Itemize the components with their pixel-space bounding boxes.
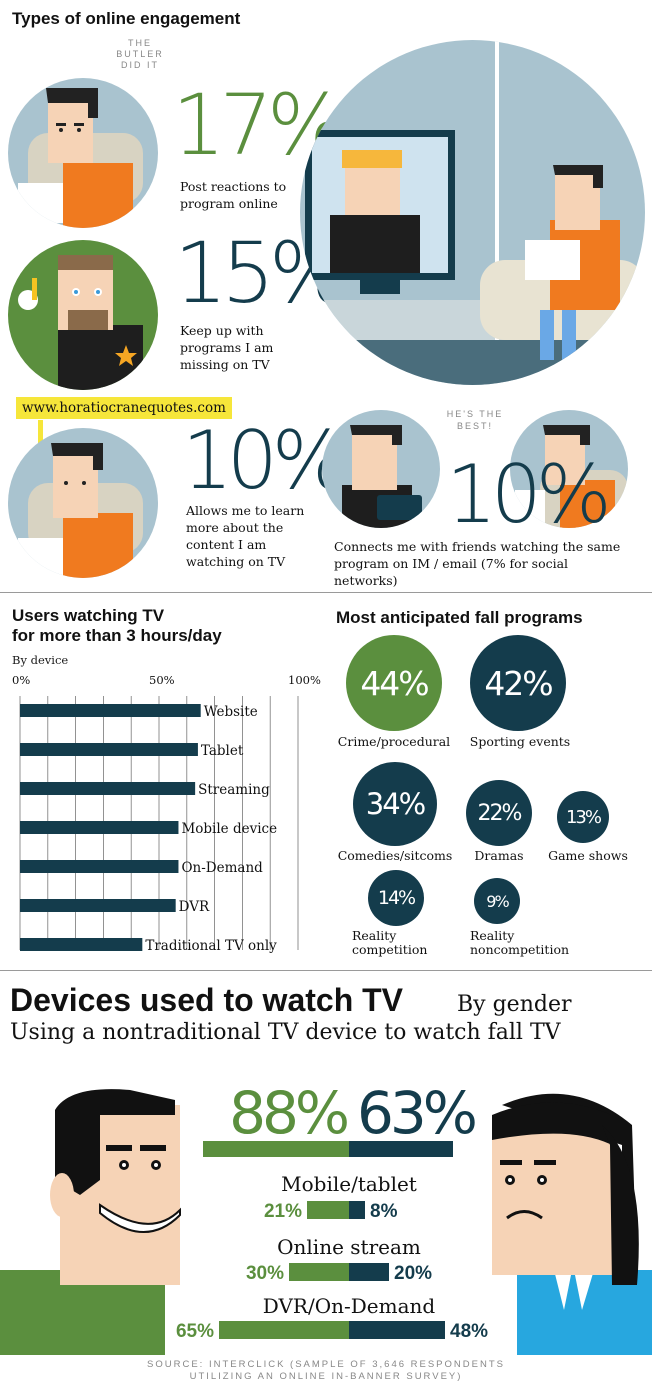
- divider-2: [0, 970, 652, 971]
- female-pct: 48%: [450, 1321, 488, 1342]
- device-bar-label: Tablet: [201, 743, 244, 759]
- users-chart-title-line2: for more than 3 hours/day: [12, 626, 222, 645]
- female-pct: 8%: [370, 1201, 398, 1222]
- gender-row-label: Mobile/tablet: [281, 1172, 417, 1196]
- program-label: Sporting events: [469, 734, 571, 749]
- program-label: Dramas: [474, 848, 524, 863]
- man-illustration: [0, 1089, 181, 1355]
- engagement-pct-4: 10%: [446, 448, 612, 541]
- device-bar-label: On-Demand: [181, 860, 263, 876]
- program-bubble: 44%: [346, 635, 442, 731]
- person-watching-illustration: [8, 78, 158, 228]
- speech-butler: THE BUTLER DID IT: [116, 38, 164, 70]
- engagement-label-4: Connects me with friends watching the sa…: [334, 539, 621, 588]
- device-bar-chart: 0% 50% 100% Website Tablet Streaming Mobile de…: [12, 673, 321, 954]
- living-room-illustration: [300, 40, 645, 385]
- users-chart-title-line1: Users watching TV: [12, 606, 165, 625]
- device-bar: [20, 938, 143, 951]
- device-bar: [20, 821, 179, 834]
- users-chart-title: Users watching TV for more than 3 hours/…: [12, 606, 222, 646]
- devices-subtitle: Using a nontraditional TV device to watc…: [10, 1020, 561, 1045]
- program-bubble: 13%: [557, 791, 609, 843]
- device-bar-label: Website: [204, 704, 258, 720]
- female-pct: 20%: [394, 1263, 432, 1284]
- female-total: 63%: [357, 1079, 475, 1147]
- gender-bar-chart: 88% 63% Mobile/tablet 21% 8% Online stream 30%…: [176, 1079, 488, 1342]
- device-bar: [20, 782, 196, 795]
- devices-by-gender: By gender: [457, 992, 572, 1017]
- program-bubble: 9%: [474, 878, 520, 924]
- device-bar-label: DVR: [179, 899, 210, 915]
- url-callout: www.horatiocranequotes.com: [16, 397, 232, 419]
- engagement-title: Types of online engagement: [12, 9, 241, 28]
- program-bubble: 22%: [466, 780, 532, 846]
- source-line2: UTILIZING AN ONLINE IN-BANNER SURVEY): [189, 1371, 463, 1382]
- devices-title: Devices used to watch TV: [10, 982, 404, 1018]
- speech-best: HE'S THE BEST!: [446, 409, 504, 431]
- users-chart-subtitle: By device: [12, 653, 69, 667]
- male-bar: [307, 1201, 349, 1219]
- x-tick-label: 50%: [149, 673, 175, 687]
- device-bar: [20, 899, 176, 912]
- device-bar: [20, 704, 201, 717]
- woman-illustration: [492, 1093, 652, 1355]
- device-bar: [20, 743, 198, 756]
- program-label: Reality noncompetition: [470, 928, 570, 957]
- program-bubble: 14%: [368, 870, 424, 926]
- device-bar: [20, 860, 179, 873]
- engagement-pct-3: 10%: [182, 414, 348, 507]
- program-label: Reality competition: [352, 928, 428, 957]
- device-bar-label: Streaming: [198, 782, 270, 798]
- female-bar: [349, 1321, 445, 1339]
- sheriff-illustration: [8, 240, 158, 390]
- divider-1: [0, 592, 652, 593]
- gender-row-label: Online stream: [277, 1235, 421, 1259]
- source-note: SOURCE: INTERCLICK (SAMPLE OF 3,646 RESP…: [0, 1359, 652, 1383]
- person-learning-illustration: [8, 428, 158, 578]
- male-total-bar: [203, 1141, 349, 1157]
- female-bar: [349, 1201, 365, 1219]
- program-label: Crime/procedural: [337, 734, 451, 749]
- program-label: Comedies/sitcoms: [337, 848, 453, 863]
- device-bar-label: Mobile device: [181, 821, 277, 837]
- engagement-label-3: Allows me to learn more about the conten…: [186, 503, 305, 569]
- gender-row-label: DVR/On-Demand: [263, 1294, 436, 1318]
- x-tick-label: 100%: [288, 673, 321, 687]
- male-pct: 30%: [246, 1263, 284, 1284]
- male-pct: 21%: [264, 1201, 302, 1222]
- male-bar: [219, 1321, 349, 1339]
- program-label: Game shows: [548, 848, 628, 863]
- program-bubble: 34%: [353, 762, 437, 846]
- female-bar: [349, 1263, 389, 1281]
- x-tick-label: 0%: [12, 673, 30, 687]
- engagement-label-1: Post reactions to program online: [180, 179, 287, 211]
- male-pct: 65%: [176, 1321, 214, 1342]
- anticipated-title: Most anticipated fall programs: [336, 608, 583, 627]
- male-bar: [289, 1263, 349, 1281]
- male-total: 88%: [229, 1079, 347, 1147]
- female-total-bar: [349, 1141, 453, 1157]
- program-bubble: 42%: [470, 635, 566, 731]
- source-line1: SOURCE: INTERCLICK (SAMPLE OF 3,646 RESP…: [147, 1359, 505, 1370]
- engagement-label-2: Keep up with programs I am missing on TV: [180, 323, 274, 372]
- device-bar-label: Traditional TV only: [145, 938, 277, 954]
- friend-left-illustration: [322, 410, 440, 528]
